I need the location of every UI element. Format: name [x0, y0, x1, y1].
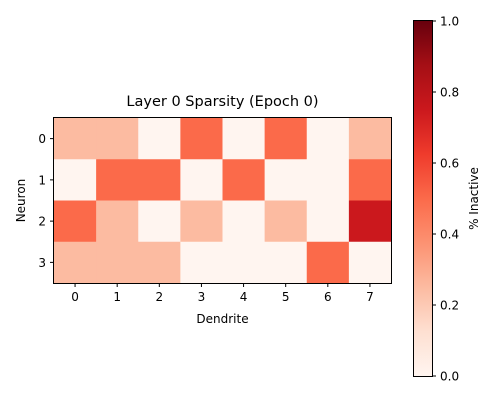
- heatmap-cell-r2-c3: [180, 200, 223, 243]
- heatmap-cell-r0-c4: [222, 118, 266, 160]
- heatmap-cell-r1-c3: [180, 159, 223, 201]
- heatmap-cell-r2-c1: [96, 200, 139, 243]
- x-axis-label: Dendrite: [196, 312, 248, 326]
- heatmap-cell-r1-c6: [306, 159, 350, 201]
- heatmap-cell-r1-c7: [348, 159, 392, 201]
- heatmap-cell-r1-c2: [138, 159, 181, 201]
- colorbar-label: % Inactive: [467, 167, 481, 230]
- y-axis-label: Neuron: [14, 179, 28, 223]
- heatmap-cell-r0-c5: [264, 118, 308, 160]
- heatmap-cells: [54, 118, 392, 284]
- colorbar-tick-label: 0.4: [440, 228, 459, 242]
- y-axis-ticks: 0 1 2 3: [38, 132, 54, 270]
- x-tick-label: 4: [240, 290, 248, 304]
- heatmap-cell-r3-c3: [180, 241, 223, 284]
- heatmap-cell-r0-c2: [138, 118, 181, 160]
- heatmap-cell-r3-c7: [348, 241, 392, 284]
- x-axis-ticks: 0 1 2 3 4 5 6 7: [71, 283, 374, 304]
- heatmap-cell-r3-c4: [222, 241, 266, 284]
- x-tick-label: 6: [324, 290, 332, 304]
- heatmap-cell-r2-c2: [138, 200, 181, 243]
- colorbar-tick-label: 1.0: [440, 15, 459, 29]
- x-tick-label: 1: [113, 290, 121, 304]
- colorbar-tick-label: 0.0: [440, 370, 459, 384]
- heatmap-cell-r0-c7: [348, 118, 392, 160]
- heatmap-cell-r2-c6: [306, 200, 350, 243]
- heatmap-cell-r0-c0: [54, 118, 97, 160]
- colorbar: [413, 20, 433, 377]
- heatmap-cell-r3-c6: [306, 241, 350, 284]
- x-tick-label: 7: [366, 290, 374, 304]
- heatmap-cell-r2-c7: [348, 200, 392, 243]
- y-tick-label: 1: [38, 173, 46, 187]
- heatmap-cell-r0-c6: [306, 118, 350, 160]
- colorbar-tick-label: 0.6: [440, 157, 459, 171]
- x-tick-label: 5: [282, 290, 290, 304]
- heatmap-cell-r3-c2: [138, 241, 181, 284]
- heatmap-cell-r2-c5: [264, 200, 308, 243]
- heatmap-cell-r3-c1: [96, 241, 139, 284]
- y-tick-label: 2: [38, 215, 46, 229]
- heatmap-cell-r0-c1: [96, 118, 139, 160]
- heatmap-cell-r0-c3: [180, 118, 223, 160]
- plot-frame: [53, 117, 392, 284]
- x-tick-label: 0: [71, 290, 79, 304]
- x-tick-label: 3: [198, 290, 206, 304]
- heatmap-cell-r2-c4: [222, 200, 266, 243]
- heatmap-cell-r1-c5: [264, 159, 308, 201]
- heatmap-cell-r1-c0: [54, 159, 97, 201]
- heatmap-cell-r3-c0: [54, 241, 97, 284]
- heatmap-cell-r3-c5: [264, 241, 308, 284]
- x-tick-label: 2: [155, 290, 163, 304]
- colorbar-tick-label: 0.8: [440, 86, 459, 100]
- colorbar-tick-label: 0.2: [440, 299, 459, 313]
- y-tick-label: 3: [38, 256, 46, 270]
- y-tick-label: 0: [38, 132, 46, 146]
- chart-title: Layer 0 Sparsity (Epoch 0): [126, 94, 318, 110]
- colorbar-ticks: 0.0 0.2 0.4 0.6 0.8 1.0: [432, 15, 459, 384]
- heatmap-cell-r2-c0: [54, 200, 97, 243]
- heatmap-cell-r1-c4: [222, 159, 266, 201]
- heatmap-cell-r1-c1: [96, 159, 139, 201]
